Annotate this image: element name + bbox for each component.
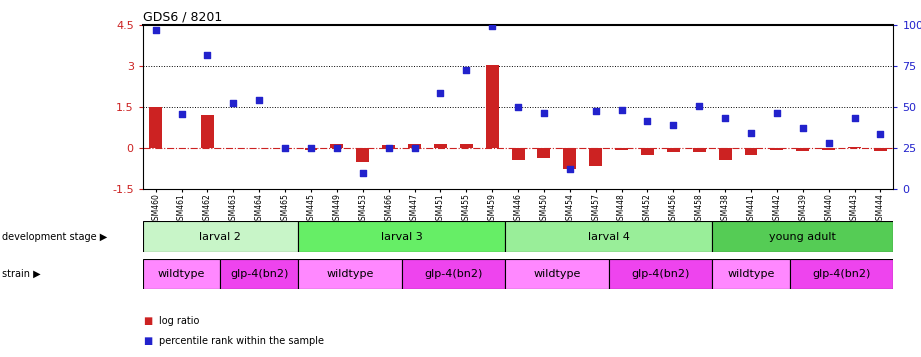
Bar (712, 259, 790, 289)
Bar (822, 148, 835, 150)
Point (770, 110, 785, 115)
Point (717, 115, 732, 121)
Bar (505, 259, 609, 289)
Point (459, 67, 473, 73)
Point (484, 24, 499, 29)
Bar (615, 148, 628, 150)
Text: ■: ■ (143, 316, 152, 326)
Bar (143, 259, 220, 289)
Bar (718, 148, 731, 161)
Text: glp-4(bn2): glp-4(bn2) (812, 269, 870, 279)
Text: percentile rank within the sample: percentile rank within the sample (159, 336, 324, 346)
Point (174, 111, 189, 117)
Text: glp-4(bn2): glp-4(bn2) (631, 269, 690, 279)
Point (356, 170, 370, 176)
Point (537, 110, 552, 115)
Bar (331, 144, 344, 148)
Bar (402, 259, 505, 289)
Bar (505, 221, 712, 252)
Text: development stage ▶: development stage ▶ (2, 231, 107, 242)
Point (381, 145, 396, 151)
Point (692, 103, 706, 109)
Bar (149, 107, 162, 148)
Point (148, 27, 163, 33)
Bar (744, 148, 757, 155)
Text: larval 4: larval 4 (588, 231, 630, 242)
Text: log ratio: log ratio (159, 316, 200, 326)
Point (796, 125, 810, 131)
Bar (382, 145, 395, 148)
Point (873, 132, 888, 137)
Text: wildtype: wildtype (533, 269, 580, 279)
Text: GDS6 / 8201: GDS6 / 8201 (143, 11, 222, 24)
Bar (874, 148, 887, 151)
Text: wildtype: wildtype (157, 269, 205, 279)
Point (200, 52, 215, 58)
Point (589, 109, 603, 114)
Point (278, 145, 293, 151)
Text: ■: ■ (143, 336, 152, 346)
Bar (485, 65, 498, 148)
Text: glp-4(bn2): glp-4(bn2) (425, 269, 483, 279)
Point (847, 115, 862, 121)
Point (822, 140, 836, 146)
Point (407, 145, 422, 151)
Bar (667, 148, 680, 152)
Bar (771, 148, 784, 150)
Bar (564, 148, 577, 169)
Bar (797, 148, 810, 151)
Bar (298, 259, 402, 289)
Bar (143, 221, 298, 252)
Bar (589, 148, 602, 166)
Point (743, 130, 758, 136)
Bar (298, 221, 505, 252)
Bar (356, 148, 369, 162)
Text: wildtype: wildtype (326, 269, 374, 279)
Bar (201, 115, 214, 148)
Text: larval 2: larval 2 (200, 231, 241, 242)
Point (510, 104, 525, 110)
Bar (712, 221, 893, 252)
Bar (538, 148, 551, 158)
Point (251, 97, 266, 103)
Bar (641, 148, 654, 155)
Point (433, 91, 448, 96)
Bar (609, 259, 712, 289)
Bar (220, 259, 298, 289)
Point (304, 145, 319, 151)
Text: wildtype: wildtype (728, 269, 775, 279)
Bar (434, 144, 447, 148)
Text: glp-4(bn2): glp-4(bn2) (230, 269, 288, 279)
Point (563, 166, 577, 172)
Text: strain ▶: strain ▶ (2, 269, 41, 279)
Bar (848, 147, 861, 148)
Point (330, 145, 344, 151)
Point (666, 122, 681, 128)
Point (614, 107, 629, 113)
Point (226, 100, 240, 106)
Bar (511, 148, 525, 161)
Bar (790, 259, 893, 289)
Bar (305, 148, 318, 150)
Bar (408, 144, 421, 148)
Text: larval 3: larval 3 (380, 231, 423, 242)
Bar (460, 144, 472, 148)
Point (640, 118, 655, 124)
Text: young adult: young adult (769, 231, 836, 242)
Bar (693, 148, 705, 152)
